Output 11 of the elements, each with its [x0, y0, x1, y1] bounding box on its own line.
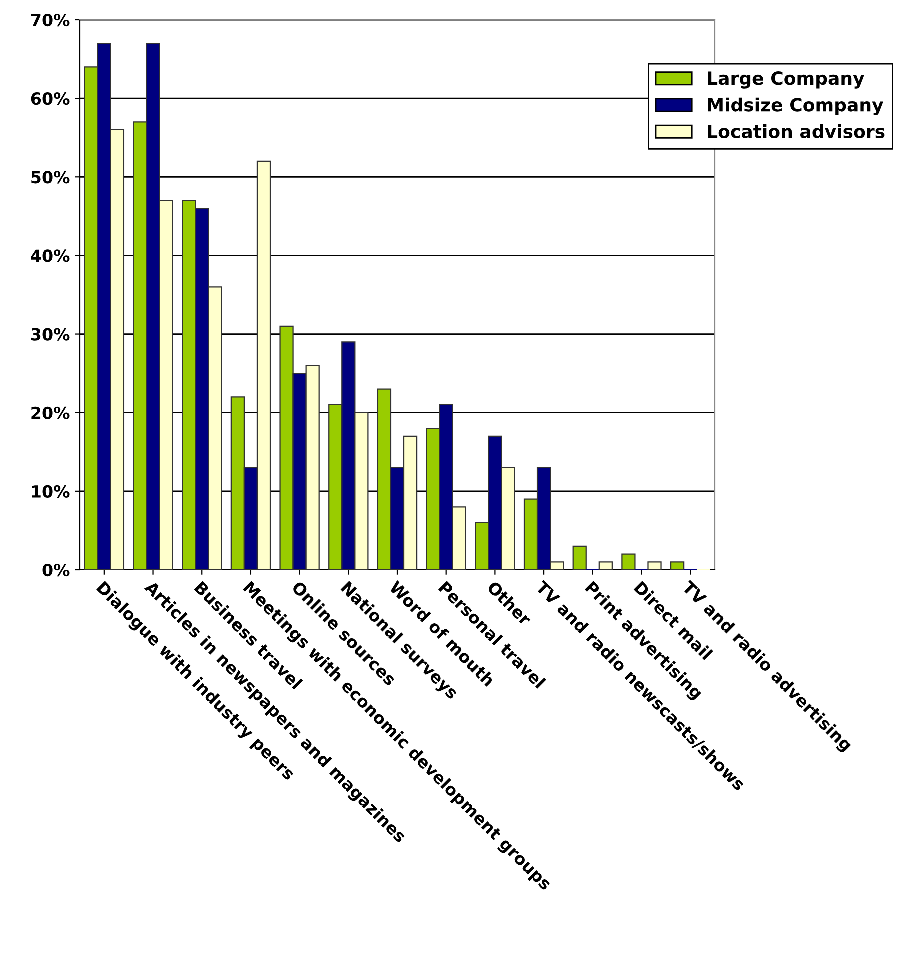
legend-label: Large Company: [708, 72, 864, 89]
y-tick-label: 60%: [31, 92, 70, 106]
y-tick-label: 20%: [32, 406, 70, 420]
y-tick-label: 50%: [32, 171, 70, 184]
y-tick-label: 0%: [42, 564, 70, 577]
y-tick-label: 70%: [32, 14, 70, 27]
y-tick-label: 30%: [32, 328, 70, 341]
y-tick-label: 40%: [31, 250, 70, 262]
legend-label: Location advisors: [708, 124, 885, 138]
legend-label: Midsize Company: [708, 98, 884, 116]
y-tick-label: 10%: [32, 485, 70, 498]
